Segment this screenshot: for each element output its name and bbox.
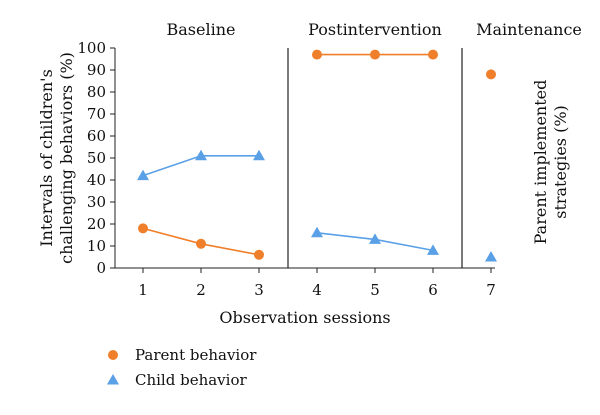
data-point-triangle xyxy=(485,251,497,262)
x-tick-label: 6 xyxy=(428,281,438,299)
axes xyxy=(114,48,495,269)
data-point-circle xyxy=(108,350,118,360)
y-tick-label: 40 xyxy=(87,171,106,189)
y-tick-label: 80 xyxy=(87,83,106,101)
y-tick-label: 70 xyxy=(87,105,106,123)
series xyxy=(137,49,497,262)
y-tick-label: 30 xyxy=(87,193,106,211)
x-tick-label: 5 xyxy=(370,281,380,299)
x-tick-label: 3 xyxy=(254,281,264,299)
phase-label: Postintervention xyxy=(308,20,442,39)
data-point-triangle xyxy=(311,226,323,238)
data-point-circle xyxy=(138,223,148,234)
axis-ticks: 0 10 20 30 40 50 60 70 80 90 100 1 2 3 4 5 6 7 xyxy=(77,39,495,299)
x-tick-label: 4 xyxy=(312,281,322,299)
x-axis-title: Observation sessions xyxy=(219,308,390,327)
y-tick-label: 0 xyxy=(96,259,106,277)
phase-dividers xyxy=(287,48,463,268)
data-point-triangle xyxy=(369,233,381,244)
axis-titles: Observation sessions Intervals of childr… xyxy=(37,52,570,327)
phase-labels: Baseline Postintervention Maintenance xyxy=(167,20,582,39)
y-title-line: Intervals of children's xyxy=(37,69,56,247)
data-point-circle xyxy=(312,49,322,60)
data-point-triangle xyxy=(107,374,119,385)
data-point-circle xyxy=(254,249,264,260)
y-axis-title-right: Parent implementedstrategies (%) xyxy=(531,80,570,245)
y-tick-label: 20 xyxy=(87,215,106,233)
data-point-triangle xyxy=(253,149,265,161)
x-tick-label: 7 xyxy=(486,281,496,299)
phase-label: Baseline xyxy=(167,20,236,39)
legend-item: Child behavior xyxy=(107,371,247,389)
data-point-triangle xyxy=(137,169,149,181)
y-title-line: strategies (%) xyxy=(551,105,570,219)
y-title-line: challenging behaviors (%) xyxy=(57,52,76,264)
phase-label: Maintenance xyxy=(476,20,582,39)
legend-item: Parent behavior xyxy=(108,346,257,364)
series-parent-behavior xyxy=(138,49,496,260)
series-child-behavior xyxy=(137,149,497,262)
data-point-circle xyxy=(196,238,206,249)
y-tick-label: 90 xyxy=(87,61,106,79)
y-title-line: Parent implemented xyxy=(531,80,550,245)
y-tick-label: 50 xyxy=(87,149,106,167)
data-point-circle xyxy=(428,49,438,60)
legend-label: Parent behavior xyxy=(135,346,257,364)
x-tick-label: 1 xyxy=(138,281,148,299)
legend-label: Child behavior xyxy=(135,371,247,389)
data-point-circle xyxy=(486,69,496,80)
y-tick-label: 100 xyxy=(77,39,106,57)
y-tick-label: 10 xyxy=(87,237,106,255)
legend: Parent behavior Child behavior xyxy=(107,346,257,389)
y-axis-title-left: Intervals of children'schallenging behav… xyxy=(37,52,76,264)
x-tick-label: 2 xyxy=(196,281,206,299)
data-point-triangle xyxy=(195,149,207,161)
data-point-circle xyxy=(370,49,380,60)
y-tick-label: 60 xyxy=(87,127,106,145)
data-point-triangle xyxy=(427,244,439,255)
